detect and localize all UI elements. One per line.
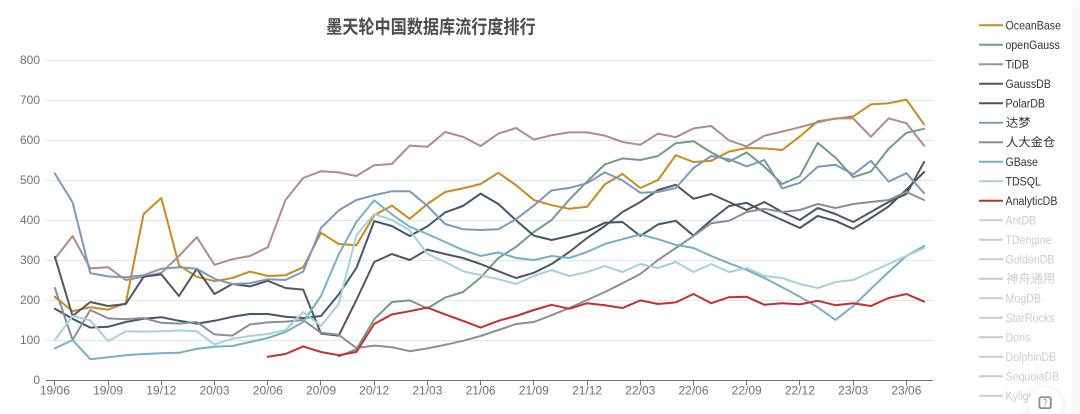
svg-text:PolarDB: PolarDB <box>1006 96 1046 110</box>
svg-text:StarRocks: StarRocks <box>1006 311 1055 325</box>
svg-text:GaussDB: GaussDB <box>1006 77 1051 91</box>
svg-text:19/09: 19/09 <box>93 384 123 398</box>
svg-text:21/12: 21/12 <box>572 384 602 398</box>
svg-text:22/03: 22/03 <box>625 384 655 398</box>
svg-text:AntDB: AntDB <box>1006 213 1037 227</box>
svg-text:600: 600 <box>20 133 40 147</box>
svg-text:22/12: 22/12 <box>785 384 815 398</box>
svg-text:23/03: 23/03 <box>838 384 868 398</box>
svg-text:700: 700 <box>20 93 40 107</box>
svg-text:AnalyticDB: AnalyticDB <box>1006 194 1058 208</box>
svg-text:300: 300 <box>20 253 40 267</box>
svg-text:21/09: 21/09 <box>519 384 549 398</box>
svg-text:MogDB: MogDB <box>1006 291 1041 305</box>
svg-text:500: 500 <box>20 173 40 187</box>
svg-text:GoldenDB: GoldenDB <box>1006 252 1055 266</box>
svg-text:21/03: 21/03 <box>412 384 442 398</box>
svg-text:20/09: 20/09 <box>306 384 336 398</box>
svg-text:20/12: 20/12 <box>359 384 389 398</box>
svg-text:23/06: 23/06 <box>891 384 921 398</box>
svg-text:openGauss: openGauss <box>1006 38 1060 52</box>
svg-text:GBase: GBase <box>1006 155 1039 169</box>
svg-text:200: 200 <box>20 293 40 307</box>
svg-text:20/06: 20/06 <box>253 384 283 398</box>
svg-text:TiDB: TiDB <box>1006 57 1030 71</box>
svg-text:400: 400 <box>20 213 40 227</box>
svg-text:TDSQL: TDSQL <box>1006 174 1042 188</box>
svg-text:800: 800 <box>20 53 40 67</box>
svg-text:22/09: 22/09 <box>732 384 762 398</box>
svg-text:19/06: 19/06 <box>40 384 70 398</box>
svg-text:Doris: Doris <box>1006 330 1031 344</box>
svg-text:100: 100 <box>20 333 40 347</box>
svg-text:0: 0 <box>33 373 40 387</box>
svg-text:22/06: 22/06 <box>678 384 708 398</box>
svg-text:OceanBase: OceanBase <box>1006 18 1062 32</box>
svg-text:DolphinDB: DolphinDB <box>1006 350 1057 364</box>
svg-text:19/12: 19/12 <box>146 384 176 398</box>
svg-text:SequoiaDB: SequoiaDB <box>1006 369 1060 383</box>
svg-text:21/06: 21/06 <box>466 384 496 398</box>
svg-text:TDengine: TDengine <box>1006 233 1052 247</box>
svg-text:20/03: 20/03 <box>199 384 229 398</box>
